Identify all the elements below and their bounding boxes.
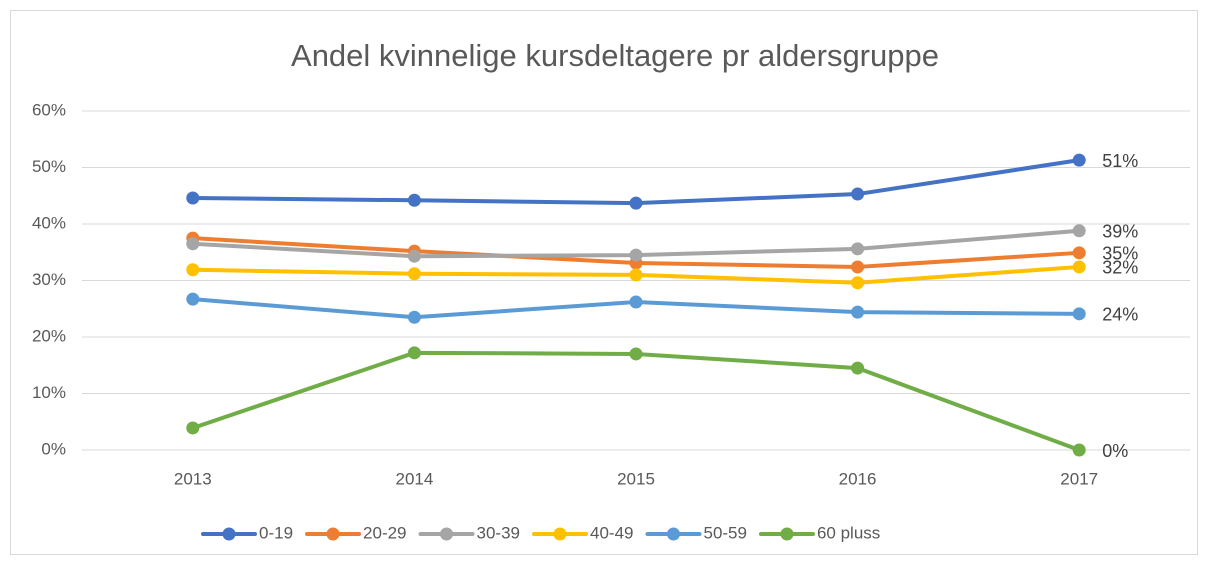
chart-title: Andel kvinnelige kursdeltagere pr alders… [291,38,939,73]
legend-label: 40-49 [590,523,633,542]
legend-marker [222,527,236,541]
data-point [1072,153,1086,167]
data-label: 32% [1102,258,1138,278]
x-tick-label: 2016 [839,469,877,488]
data-point [186,292,200,306]
y-tick-label: 60% [32,100,66,119]
data-point [851,276,865,290]
y-tick-label: 10% [32,383,66,402]
data-point [407,193,421,207]
data-point [629,248,643,262]
data-point [407,310,421,324]
data-label: 0% [1102,441,1128,461]
data-point [851,187,865,201]
data-point [629,268,643,282]
data-point [851,305,865,319]
data-label: 24% [1102,305,1138,325]
legend-label: 60 pluss [817,523,880,542]
data-point [629,196,643,210]
data-point [1072,246,1086,260]
data-point [186,263,200,277]
y-tick-label: 50% [32,157,66,176]
legend-marker [440,527,454,541]
data-point [851,260,865,274]
legend-marker [326,527,340,541]
data-point [186,191,200,205]
data-point [1072,224,1086,238]
y-tick-label: 40% [32,213,66,232]
data-point [1072,443,1086,457]
legend-marker [780,527,794,541]
x-tick-label: 2015 [617,469,655,488]
data-label: 39% [1102,222,1138,242]
data-point [629,347,643,361]
data-point [629,295,643,309]
legend-label: 20-29 [363,523,406,542]
data-label: 35% [1102,244,1138,264]
data-point [1072,307,1086,321]
y-tick-label: 20% [32,326,66,345]
data-point [851,242,865,256]
x-tick-label: 2013 [174,469,212,488]
data-point [186,421,200,435]
data-point [186,237,200,251]
data-point [407,249,421,263]
data-point [851,361,865,375]
data-point [407,267,421,281]
legend-label: 30-39 [477,523,520,542]
data-point [407,346,421,360]
data-point [1072,260,1086,274]
y-tick-label: 30% [32,270,66,289]
x-tick-label: 2014 [395,469,433,488]
legend-label: 50-59 [703,523,746,542]
legend-marker [666,527,680,541]
legend-marker [553,527,567,541]
x-tick-label: 2017 [1060,469,1098,488]
data-label: 51% [1102,151,1138,171]
legend-label: 0-19 [259,523,293,542]
chart-frame [10,10,1198,555]
y-tick-label: 0% [41,439,66,458]
